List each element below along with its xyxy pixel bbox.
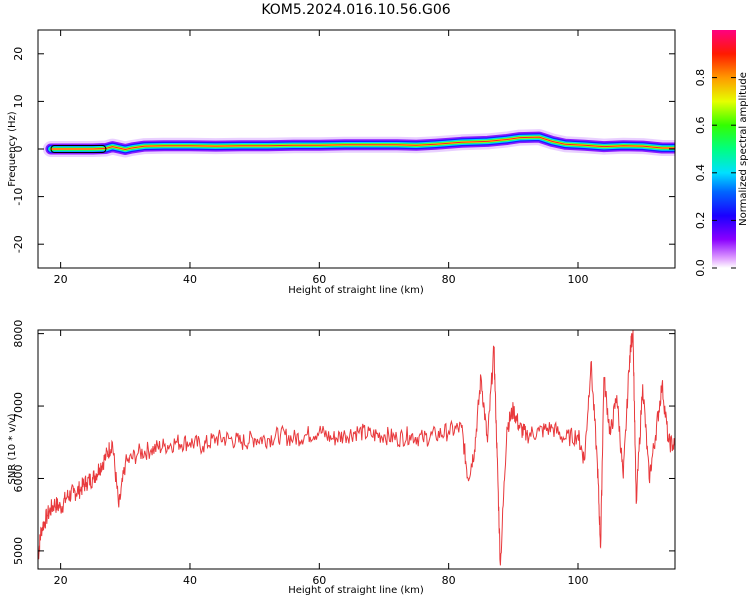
spectrogram-x-ticks: 20 40 60 80 100 [54, 30, 588, 286]
y-tick-label: 20 [12, 47, 25, 61]
snr-x-ticks: 20 40 60 80 100 [54, 330, 588, 587]
snr-plot-area [38, 330, 675, 569]
colorbar-tick-label: 0.0 [694, 259, 707, 277]
spectrogram-ridge [42, 129, 675, 158]
x-tick-label: 40 [183, 574, 197, 587]
x-tick-label: 60 [312, 273, 326, 286]
y-tick-label: 10 [12, 94, 25, 108]
x-tick-label: 20 [54, 574, 68, 587]
x-tick-label: 20 [54, 273, 68, 286]
ridge-start-outline [50, 145, 107, 153]
y-tick-label: 8000 [12, 320, 25, 348]
colorbar-tick-label: 0.4 [694, 164, 707, 182]
x-tick-label: 100 [567, 273, 588, 286]
x-tick-label: 60 [312, 574, 326, 587]
snr-frame [37, 329, 676, 570]
spectrogram-y-ticks: 20 10 0 -10 -20 [12, 47, 675, 253]
x-tick-label: 100 [567, 574, 588, 587]
x-tick-label: 80 [442, 574, 456, 587]
colorbar-label: Normalized spectral amplitude [738, 72, 749, 226]
colorbar-gradient [712, 30, 736, 268]
figure-title: KOM5.2024.016.10.56.G06 [261, 2, 450, 18]
y-tick-label: 6000 [12, 464, 25, 492]
colorbar-tick-label: 0.8 [694, 69, 707, 87]
x-tick-label: 80 [442, 273, 456, 286]
snr-x-axis-label: Height of straight line (km) [288, 585, 424, 596]
colorbar: 0.0 0.2 0.4 0.6 0.8 Normalized spectral ampl… [694, 30, 749, 277]
y-tick-label: 0 [12, 146, 25, 153]
snr-y-ticks: 8000 7000 6000 5000 [12, 320, 675, 565]
snr-y-axis-label: SNR (10 * v/v) [7, 413, 18, 484]
y-tick-label: 7000 [12, 392, 25, 420]
colorbar-ticks: 0.0 0.2 0.4 0.6 0.8 [694, 69, 736, 277]
ridge-layer-6 [50, 136, 675, 150]
colorbar-tick-label: 0.6 [694, 116, 707, 134]
spectrogram-x-axis-label: Height of straight line (km) [288, 285, 424, 296]
y-tick-label: -10 [12, 188, 25, 206]
y-tick-label: -20 [12, 235, 25, 253]
snr-panel: 20 40 60 80 100 8000 7000 6000 5000 Height of s… [7, 320, 676, 596]
colorbar-tick-label: 0.2 [694, 212, 707, 230]
snr-series-line [38, 330, 675, 566]
y-tick-label: 5000 [12, 537, 25, 565]
x-tick-label: 40 [183, 273, 197, 286]
spectrogram-y-axis-label: Frequency (Hz) [7, 111, 18, 187]
